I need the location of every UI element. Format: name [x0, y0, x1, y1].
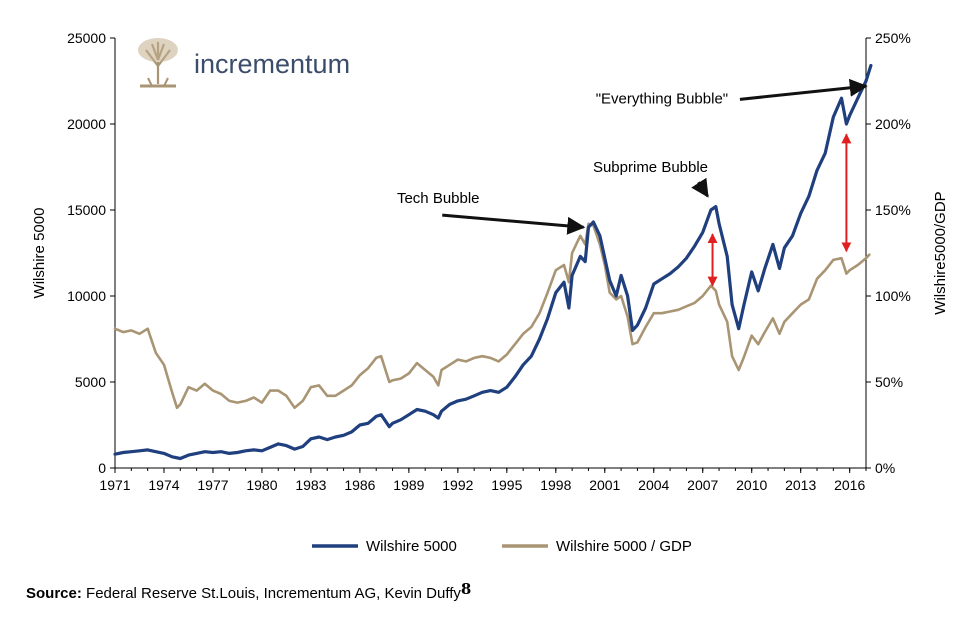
y-right-ticks: 0% 50% 100% 150% 200% 250% — [866, 30, 911, 476]
x-tick-label: 1986 — [344, 477, 375, 493]
series-layer — [113, 63, 873, 461]
y-right-tick-label: 100% — [875, 288, 911, 304]
source-note: Source: Federal Reserve St.Louis, Increm… — [26, 580, 471, 602]
x-tick-label: 2001 — [589, 477, 620, 493]
legend-label-ratio: Wilshire 5000 / GDP — [556, 538, 692, 555]
y-right-tick-label: 50% — [875, 374, 903, 390]
x-tick-label: 2010 — [736, 477, 767, 493]
x-tick-label: 1995 — [491, 477, 522, 493]
series-line-ratio — [113, 222, 871, 410]
x-ticks: 1971 1974 1977 1980 1983 1986 1989 1992 1995 1998… — [99, 468, 867, 493]
annotation-arrow — [739, 78, 868, 101]
logo: incrementum — [136, 38, 350, 88]
annotation-label: Tech Bubble — [397, 190, 480, 207]
legend: Wilshire 5000 Wilshire 5000 / GDP — [312, 538, 692, 555]
y-left-tick-label: 20000 — [67, 116, 106, 132]
y-left-tick-label: 5000 — [75, 374, 106, 390]
y-right-tick-label: 0% — [875, 460, 895, 476]
tree-logo-icon — [136, 38, 180, 88]
legend-label-wilshire: Wilshire 5000 — [366, 538, 457, 555]
y-left-tick-label: 15000 — [67, 202, 106, 218]
y-right-axis-title: Wilshire5000/GDP — [932, 191, 949, 314]
x-tick-label: 1998 — [540, 477, 571, 493]
y-left-axis-title: Wilshire 5000 — [31, 208, 48, 299]
x-tick-label: 1983 — [295, 477, 326, 493]
annotation-label: Subprime Bubble — [593, 159, 708, 176]
annotation-layer: Tech Bubble Subprime Bubble "Everything Bu… — [397, 78, 868, 287]
x-tick-label: 1992 — [442, 477, 473, 493]
x-tick-label: 1977 — [197, 477, 228, 493]
x-tick-label: 2013 — [785, 477, 816, 493]
y-left-tick-label: 10000 — [67, 288, 106, 304]
annotation-arrow — [691, 177, 709, 198]
annotation-label: "Everything Bubble" — [596, 90, 728, 107]
y-right-tick-label: 250% — [875, 30, 911, 46]
source-text: Federal Reserve St.Louis, Incrementum AG… — [86, 585, 461, 602]
axes — [114, 38, 867, 469]
footnote-marker: 8 — [460, 580, 472, 598]
x-tick-label: 1989 — [393, 477, 424, 493]
y-right-tick-label: 150% — [875, 202, 911, 218]
x-tick-label: 2016 — [834, 477, 865, 493]
x-tick-label: 2007 — [687, 477, 718, 493]
series-line-wilshire — [113, 63, 873, 461]
x-tick-label: 1971 — [99, 477, 130, 493]
x-tick-label: 1974 — [148, 477, 179, 493]
logo-text: incrementum — [194, 49, 350, 79]
y-left-tick-label: 25000 — [67, 30, 106, 46]
source-label: Source: — [26, 585, 82, 602]
x-tick-label: 2004 — [638, 477, 669, 493]
y-left-ticks: 0 5000 10000 15000 20000 25000 — [67, 30, 115, 476]
x-tick-label: 1980 — [246, 477, 277, 493]
y-left-tick-label: 0 — [98, 460, 106, 476]
y-right-tick-label: 200% — [875, 116, 911, 132]
annotation-arrow — [442, 213, 586, 235]
